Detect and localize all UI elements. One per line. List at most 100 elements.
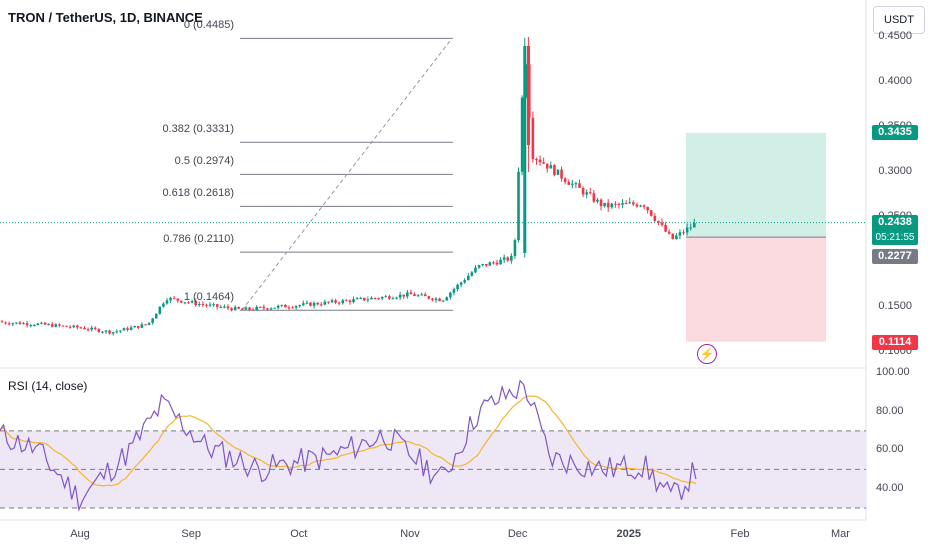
candle-body bbox=[671, 233, 675, 239]
candle-body bbox=[413, 294, 416, 296]
candle-body bbox=[402, 294, 406, 297]
price-tick-label: 0.3000 bbox=[878, 165, 912, 177]
candle-body bbox=[43, 322, 47, 325]
candle-body bbox=[352, 299, 355, 303]
time-tick-label: Oct bbox=[290, 528, 308, 540]
candle-body bbox=[391, 298, 395, 300]
candle-body bbox=[610, 203, 614, 208]
candle-body bbox=[560, 169, 563, 179]
rsi-tick-label: 100.00 bbox=[876, 366, 910, 378]
candle-body bbox=[269, 308, 273, 310]
time-tick-label: Feb bbox=[730, 528, 750, 540]
candle-body bbox=[50, 324, 54, 327]
candle-body bbox=[452, 289, 456, 293]
candle-body bbox=[255, 306, 258, 310]
candle-body bbox=[233, 306, 237, 311]
candle-body bbox=[470, 272, 474, 276]
candle-body bbox=[449, 292, 452, 298]
currency-button[interactable]: USDT bbox=[873, 6, 925, 34]
candle-body bbox=[427, 296, 431, 299]
candle-body bbox=[190, 301, 194, 303]
candle-body bbox=[484, 264, 488, 266]
candle-body bbox=[463, 280, 467, 283]
fib-level-label: 1 (0.1464) bbox=[183, 291, 234, 304]
candle-body bbox=[628, 202, 632, 204]
candle-body bbox=[359, 297, 362, 299]
take-profit-zone bbox=[686, 132, 826, 238]
candle-body bbox=[122, 328, 126, 331]
candle-body bbox=[244, 307, 248, 310]
candle-body bbox=[29, 325, 32, 327]
candle-body bbox=[563, 178, 567, 182]
candle-body bbox=[366, 299, 370, 301]
candle-body bbox=[90, 327, 93, 330]
candle-body bbox=[47, 324, 50, 326]
candle-body bbox=[614, 203, 617, 205]
candle-body bbox=[431, 298, 434, 301]
candle-body bbox=[574, 183, 578, 185]
symbol-title[interactable]: TRON / TetherUS, 1D, BINANCE bbox=[8, 10, 203, 25]
rsi-title[interactable]: RSI (14, close) bbox=[8, 379, 88, 393]
candle-body bbox=[330, 300, 334, 303]
fib-level-label: 0.786 (0.2110) bbox=[163, 233, 234, 246]
take-profit-tag: 0.3435 bbox=[872, 125, 918, 140]
candle-body bbox=[585, 192, 588, 195]
candle-body bbox=[495, 262, 499, 265]
candle-body bbox=[133, 325, 137, 328]
candle-body bbox=[660, 222, 664, 225]
candle-body bbox=[129, 327, 133, 330]
candle-body bbox=[327, 301, 330, 303]
candle-body bbox=[68, 326, 72, 328]
candle-body bbox=[294, 306, 298, 308]
candle-body bbox=[79, 327, 83, 329]
price-tick-label: 0.4000 bbox=[878, 75, 912, 87]
candle-body bbox=[180, 300, 183, 303]
candle-body bbox=[291, 307, 294, 309]
candle-body bbox=[416, 295, 420, 297]
candle-body bbox=[212, 304, 215, 306]
candle-body bbox=[632, 202, 635, 205]
candle-body bbox=[348, 300, 352, 303]
candle-body bbox=[409, 292, 413, 295]
candle-body bbox=[312, 302, 316, 306]
candle-body bbox=[646, 207, 649, 211]
candle-body bbox=[459, 282, 463, 285]
candle-body bbox=[689, 227, 692, 229]
rsi-tick-label: 60.00 bbox=[876, 443, 904, 456]
candle-body bbox=[266, 308, 269, 310]
candle-body bbox=[111, 332, 115, 334]
candle-body bbox=[262, 306, 266, 309]
candle-body bbox=[678, 232, 682, 236]
candle-body bbox=[187, 302, 190, 304]
candle-body bbox=[592, 193, 596, 202]
candle-body bbox=[309, 302, 312, 306]
candle-body bbox=[323, 301, 327, 305]
candle-body bbox=[0, 321, 4, 323]
rsi-line bbox=[0, 379, 697, 512]
candle-body bbox=[535, 158, 538, 160]
candle-body bbox=[316, 302, 319, 305]
fib-level-label: 0.5 (0.2974) bbox=[174, 155, 234, 168]
lightning-icon[interactable]: ⚡ bbox=[697, 344, 717, 364]
candle-body bbox=[510, 255, 513, 261]
candle-body bbox=[115, 331, 119, 333]
rsi-moving-average bbox=[0, 395, 697, 487]
candle-body bbox=[287, 307, 291, 309]
candle-body bbox=[581, 187, 585, 195]
candle-body bbox=[97, 328, 101, 332]
time-tick-label: 2025 bbox=[616, 528, 642, 540]
candle-body bbox=[420, 294, 423, 296]
candle-body bbox=[169, 297, 172, 301]
candle-body bbox=[147, 322, 151, 325]
candle-body bbox=[377, 298, 380, 300]
candle-body bbox=[345, 300, 348, 302]
candle-body bbox=[474, 267, 477, 273]
bar-countdown: 05:21:55 bbox=[875, 232, 915, 243]
candle-body bbox=[556, 169, 560, 175]
candle-body bbox=[226, 306, 230, 309]
stop-loss-tag: 0.1114 bbox=[872, 335, 918, 350]
candle-body bbox=[434, 298, 438, 301]
candle-body bbox=[151, 318, 154, 323]
candle-body bbox=[126, 328, 129, 330]
